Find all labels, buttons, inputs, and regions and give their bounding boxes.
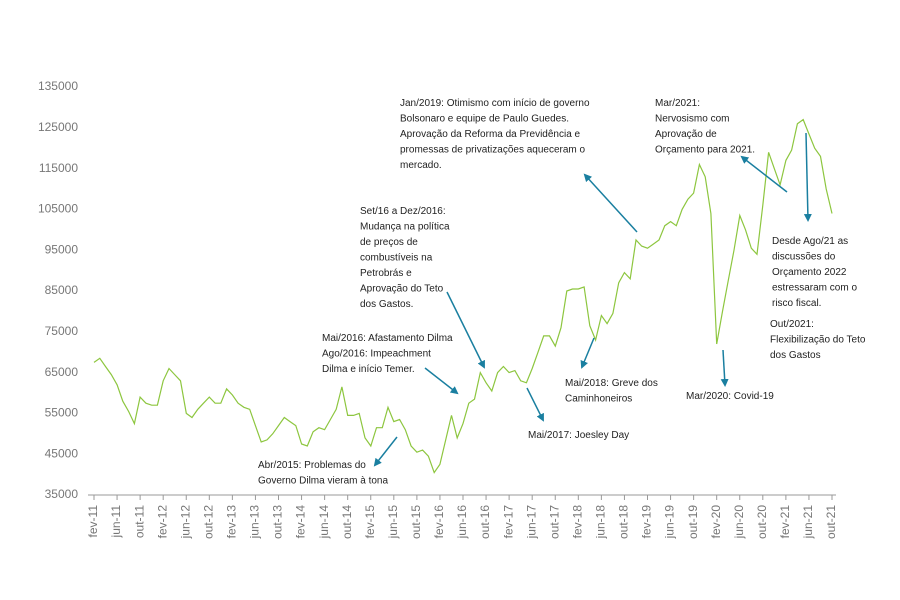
annotation: Orçamento para 2021.	[655, 145, 755, 156]
x-tick-label: jun-14	[317, 505, 331, 540]
annotation: Desde Ago/21 as	[772, 236, 848, 247]
annotation: estressaram com o	[772, 283, 857, 294]
x-tick-label: fev-15	[363, 505, 377, 539]
x-tick-label: out-15	[409, 505, 423, 539]
annotation: Aprovação da Reforma da Previdência e	[400, 129, 581, 140]
annotation: Mar/2021:	[655, 98, 700, 109]
annotation-arrow	[424, 367, 459, 395]
x-tick-label: jun-12	[178, 505, 192, 540]
annotation: Set/16 a Dez/2016:	[360, 206, 446, 217]
y-tick-label: 95000	[45, 242, 79, 256]
annotation: Mai/2018: Greve dos	[565, 378, 658, 389]
x-tick-label: jun-17	[524, 505, 538, 540]
x-tick-label: out-19	[686, 505, 700, 539]
annotation: Petrobrás e	[360, 268, 412, 279]
x-tick-label: jun-15	[386, 505, 400, 540]
annotation: Jan/2019: Otimismo com início de governo	[400, 98, 590, 109]
x-tick-label: out-14	[340, 505, 354, 539]
x-tick-label: jun-16	[455, 505, 469, 540]
x-tick-label: fev-13	[225, 505, 239, 539]
annotation: Aprovação de	[655, 129, 717, 140]
annotation: Orçamento 2022	[772, 267, 847, 278]
annotation: Abr/2015: Problemas do	[258, 460, 366, 471]
annotation-arrow	[373, 436, 398, 467]
annotation: Aprovação do Teto	[360, 284, 444, 295]
x-tick-label: out-20	[755, 505, 769, 539]
x-tick-label: fev-21	[778, 505, 792, 539]
annotation-arrow	[446, 291, 485, 369]
x-tick-label: jun-20	[732, 505, 746, 540]
x-tick-label: out-12	[201, 505, 215, 539]
annotation: Governo Dilma vieram à tona	[258, 476, 388, 487]
annotation: Mai/2017: Joesley Day	[528, 430, 629, 441]
x-tick-label: fev-12	[155, 505, 169, 539]
annotation: discussões do	[772, 252, 836, 263]
y-tick-label: 85000	[45, 283, 79, 297]
y-tick-label: 135000	[38, 79, 78, 93]
y-tick-label: 105000	[38, 202, 78, 216]
annotation: Ago/2016: Impeachment	[322, 349, 431, 360]
annotation: Dilma e início Temer.	[322, 364, 415, 375]
x-tick-label: fev-17	[501, 505, 515, 539]
x-tick-label: fev-20	[709, 505, 723, 539]
annotation: de preços de	[360, 237, 418, 248]
annotation-arrow	[526, 387, 544, 422]
annotation: Bolsonaro e equipe de Paulo Guedes.	[400, 114, 569, 125]
x-tick-label: fev-16	[432, 505, 446, 539]
x-tick-label: jun-11	[109, 505, 123, 539]
x-tick-label: out-13	[271, 505, 285, 539]
annotation: dos Gastos	[770, 350, 821, 361]
data-line	[93, 118, 833, 474]
annotation: Out/2021:	[770, 319, 814, 330]
x-tick-label: fev-14	[294, 505, 308, 539]
y-tick-label: 35000	[45, 487, 79, 501]
annotation-arrow	[803, 132, 812, 222]
y-tick-label: 75000	[45, 324, 79, 338]
x-tick-label: jun-13	[248, 505, 262, 540]
x-tick-label: out-17	[547, 505, 561, 539]
annotation-arrow	[580, 337, 595, 369]
y-tick-label: 55000	[45, 406, 79, 420]
x-tick-label: out-11	[132, 505, 146, 538]
x-tick-label: out-21	[824, 505, 838, 539]
x-tick-label: fev-19	[640, 505, 654, 539]
x-tick-label: fev-11	[86, 505, 100, 538]
x-tick-label: out-16	[478, 505, 492, 539]
x-tick-label: fev-18	[570, 505, 584, 539]
y-tick-label: 45000	[45, 446, 79, 460]
y-tick-label: 125000	[38, 120, 78, 134]
annotation: Mudança na política	[360, 222, 450, 233]
x-tick-label: out-18	[617, 505, 631, 539]
annotation-arrow	[583, 173, 638, 233]
annotation-arrow	[720, 349, 729, 387]
y-tick-label: 115000	[39, 161, 78, 175]
annotation: Mai/2016: Afastamento Dilma	[322, 333, 453, 344]
annotation: Flexibilização do Teto	[770, 335, 866, 346]
x-tick-label: jun-18	[594, 505, 608, 540]
annotation: Nervosismo com	[655, 114, 729, 125]
x-tick-label: jun-19	[663, 505, 677, 540]
annotation-arrow	[740, 155, 788, 193]
x-tick-label: jun-21	[801, 505, 815, 540]
annotation: mercado.	[400, 160, 442, 171]
annotation: risco fiscal.	[772, 298, 821, 309]
annotation: promessas de privatizações aqueceram o	[400, 145, 586, 156]
annotation: Mar/2020: Covid-19	[686, 391, 774, 402]
annotation: dos Gastos.	[360, 299, 413, 310]
annotation: Caminhoneiros	[565, 394, 632, 405]
annotation: combustíveis na	[360, 253, 433, 264]
y-tick-label: 65000	[45, 365, 79, 379]
